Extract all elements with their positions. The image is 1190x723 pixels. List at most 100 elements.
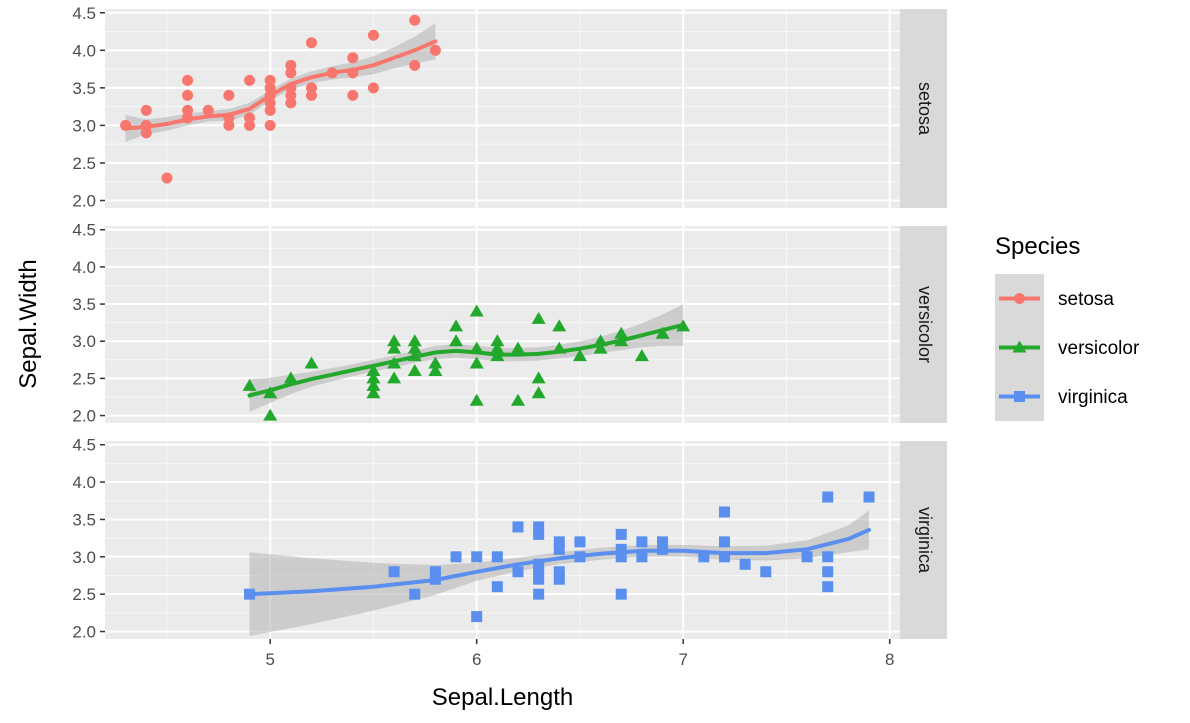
data-point [636, 551, 648, 563]
data-point [407, 341, 422, 354]
y-tick-label: 3.0 [72, 116, 96, 135]
data-point [264, 74, 276, 86]
data-point [283, 371, 298, 384]
facet-panel-setosa: 2.0 2.5 3.0 3.5 4.0 4.5 setosa [72, 4, 947, 210]
data-point [574, 536, 586, 548]
y-tick-label: 4.0 [72, 258, 96, 277]
data-point [510, 393, 525, 406]
y-axis-title: Sepal.Width [15, 259, 42, 388]
data-point [531, 386, 546, 399]
data-point [264, 119, 276, 131]
legend-entry-label: setosa [1058, 289, 1114, 310]
y-tick-label: 4.5 [72, 221, 96, 240]
data-point [347, 52, 359, 64]
data-point [429, 566, 441, 578]
data-point [553, 536, 565, 548]
y-tick-label: 2.5 [72, 369, 96, 388]
x-tick-label: 8 [885, 650, 894, 669]
data-point [305, 37, 317, 49]
data-point [449, 319, 464, 332]
facet-strip-label: setosa [915, 82, 935, 136]
data-point [822, 581, 834, 593]
data-point [572, 349, 587, 362]
legend-entry-label: versicolor [1058, 338, 1140, 359]
y-tick-label: 2.5 [72, 154, 96, 173]
data-point [469, 304, 484, 317]
data-point [202, 104, 214, 116]
data-point [718, 506, 730, 518]
facet-strip [900, 226, 947, 423]
data-point [471, 611, 483, 623]
x-axis-title: Sepal.Length [432, 684, 573, 711]
data-point [366, 378, 381, 391]
y-tick-label: 3.5 [72, 79, 96, 98]
smooth-line [247, 322, 686, 398]
data-point [244, 74, 256, 86]
data-point [512, 566, 524, 578]
data-point [367, 82, 379, 94]
data-point [450, 551, 462, 563]
data-point [533, 528, 545, 540]
y-tick-label: 2.0 [72, 407, 96, 426]
confidence-band [125, 23, 436, 142]
data-point [760, 566, 772, 578]
data-point [491, 551, 503, 563]
data-point [533, 573, 545, 585]
y-tick-label: 2.0 [72, 623, 96, 642]
data-point [531, 311, 546, 324]
y-tick-label: 4.5 [72, 436, 96, 455]
confidence-band [249, 304, 684, 412]
data-point [593, 341, 608, 354]
data-point [614, 326, 629, 339]
data-point [469, 393, 484, 406]
data-point [263, 408, 278, 421]
data-point [409, 588, 421, 600]
data-point [140, 104, 152, 116]
facet-strip [900, 9, 947, 208]
data-point [533, 588, 545, 600]
data-point [471, 551, 483, 563]
data-point [615, 528, 627, 540]
y-tick-label: 3.0 [72, 548, 96, 567]
data-point [429, 44, 441, 56]
legend: Species setosa versicolor virginica [995, 233, 1140, 421]
data-point [407, 363, 422, 376]
smooth-line [123, 39, 438, 131]
data-point [657, 536, 669, 548]
data-point [698, 551, 710, 563]
confidence-band [249, 510, 869, 636]
data-point [304, 356, 319, 369]
data-point [531, 371, 546, 384]
facet-panel-versicolor: 2.0 2.5 3.0 3.5 4.0 4.5 versicolor [72, 221, 947, 426]
y-tick-label: 4.0 [72, 41, 96, 60]
data-point [533, 521, 545, 533]
data-point [366, 363, 381, 376]
data-point [490, 341, 505, 354]
data-point [615, 543, 627, 555]
x-tick-label: 5 [265, 650, 274, 669]
panel-background [105, 441, 900, 639]
y-tick-label: 3.5 [72, 510, 96, 529]
data-point [822, 491, 834, 503]
data-point [242, 378, 257, 391]
data-point [510, 341, 525, 354]
x-tick-label: 7 [678, 650, 687, 669]
data-point [161, 172, 173, 184]
data-point [244, 112, 256, 124]
data-point [428, 363, 443, 376]
data-point [615, 588, 627, 600]
data-point [182, 104, 194, 116]
y-tick-label: 3.5 [72, 295, 96, 314]
data-point [636, 536, 648, 548]
y-tick-label: 3.0 [72, 332, 96, 351]
data-point [223, 89, 235, 101]
data-point [182, 89, 194, 101]
data-point [615, 551, 627, 563]
legend-key-marker [1014, 293, 1025, 304]
data-point [449, 334, 464, 347]
data-point [182, 74, 194, 86]
data-point [552, 319, 567, 332]
y-tick-label: 4.0 [72, 473, 96, 492]
data-point [634, 349, 649, 362]
